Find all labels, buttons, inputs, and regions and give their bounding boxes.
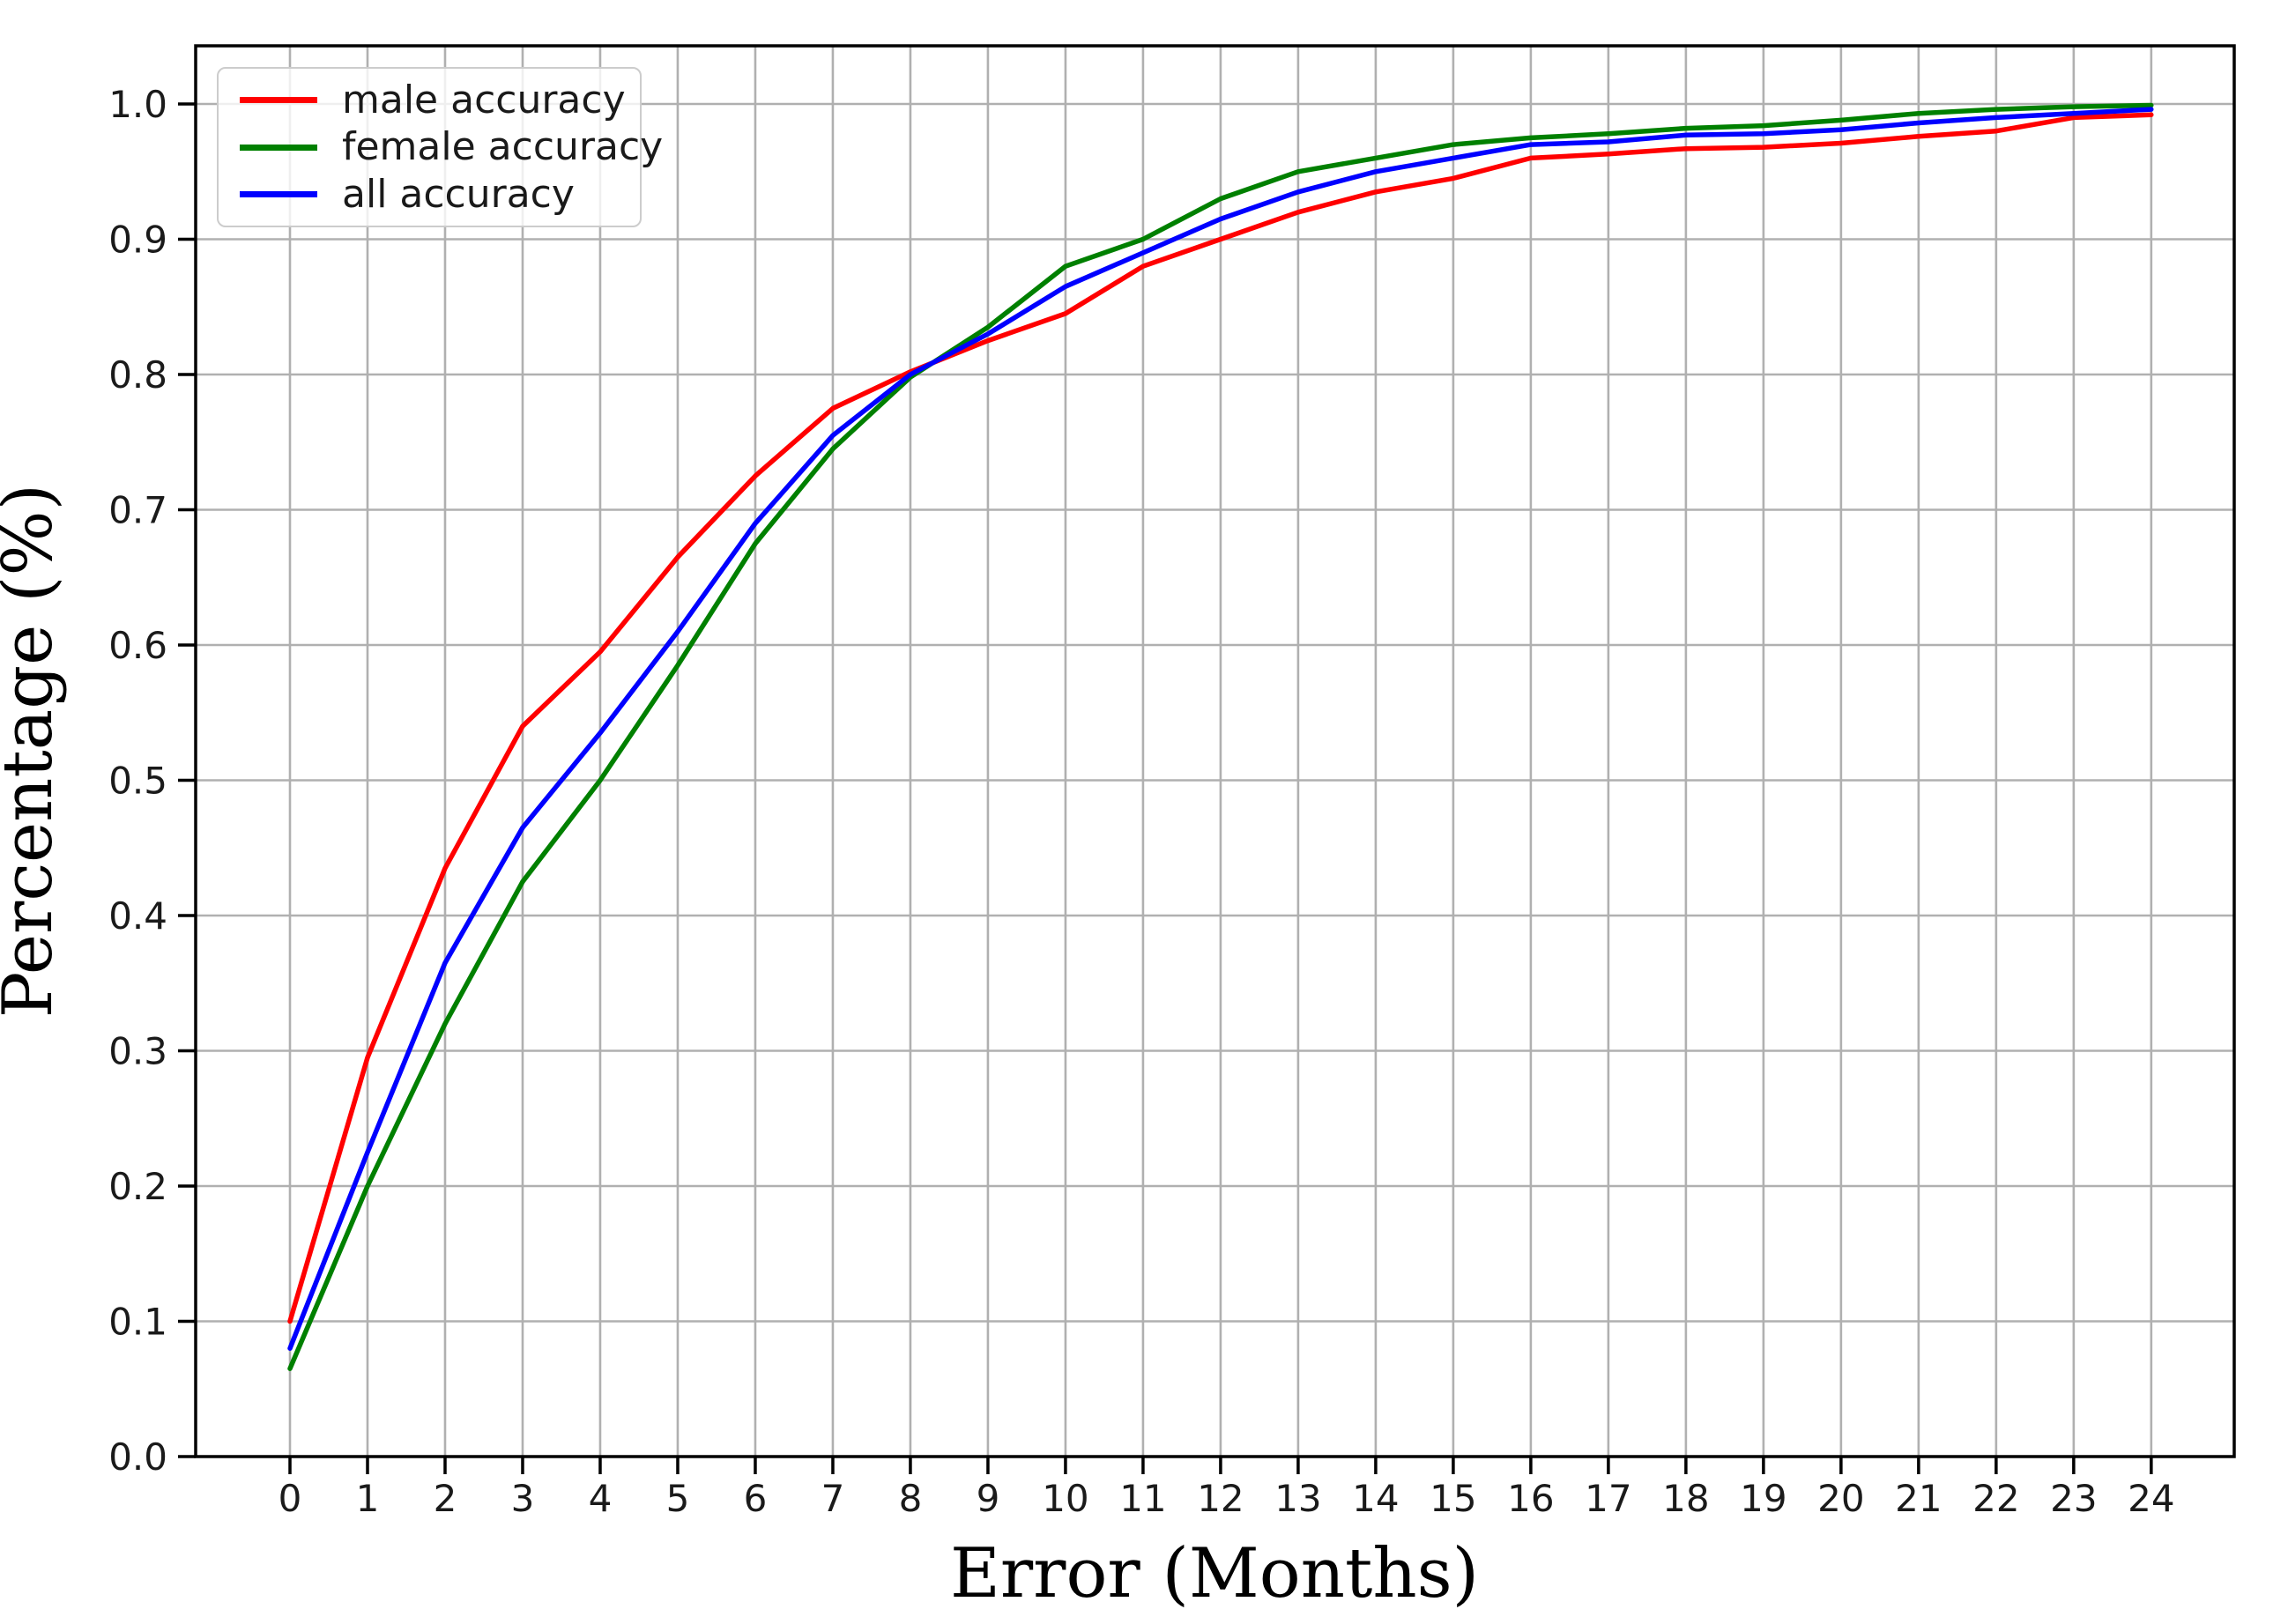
y-tick-label: 0.1 [108, 1301, 167, 1344]
x-tick-label: 8 [899, 1477, 923, 1520]
y-tick-label: 0.2 [108, 1165, 167, 1208]
plot-border [194, 44, 2236, 1458]
y-tick-label: 0.3 [108, 1030, 167, 1073]
legend-item-male-accuracy: male accuracy [227, 77, 631, 122]
x-tick-label: 15 [1430, 1477, 1476, 1520]
x-tick-label: 1 [356, 1477, 380, 1520]
series-line-male-accuracy [287, 112, 2154, 1324]
y-tick-label: 0.6 [108, 624, 167, 667]
series-layer [287, 102, 2154, 1371]
tick-layer: 0 1 2 3 4 5 6 7 8 9 10 11 12 13 14 15 16 17 18 19 20 21 22 23 24… [108, 83, 2174, 1520]
y-tick-label: 0.4 [108, 894, 167, 938]
legend-label: all accuracy [342, 171, 575, 217]
male-accuracy-line-swatch [240, 97, 317, 103]
x-tick-label: 7 [821, 1477, 845, 1520]
legend: male accuracy female accuracy all accura… [217, 67, 663, 227]
x-axis-title: Error (Months) [950, 1534, 1479, 1613]
series-line-all-accuracy [287, 107, 2154, 1351]
x-tick-label: 23 [2050, 1477, 2097, 1520]
y-axis-title: Percentage (%) [0, 484, 68, 1018]
y-tick-label: 0.0 [108, 1435, 167, 1479]
x-tick-label: 12 [1197, 1477, 1244, 1520]
x-tick-label: 19 [1740, 1477, 1786, 1520]
x-tick-label: 4 [589, 1477, 613, 1520]
x-tick-label: 0 [279, 1477, 302, 1520]
female-accuracy-line-swatch [240, 144, 317, 151]
x-tick-label: 6 [744, 1477, 768, 1520]
y-tick-label: 1.0 [108, 83, 167, 126]
x-tick-label: 22 [1972, 1477, 2019, 1520]
x-tick-label: 9 [977, 1477, 1000, 1520]
x-tick-label: 24 [2128, 1477, 2174, 1520]
x-tick-label: 20 [1817, 1477, 1864, 1520]
y-tick-label: 0.7 [108, 489, 167, 532]
y-tick-label: 0.9 [108, 219, 167, 262]
grid-layer [196, 46, 2234, 1458]
x-tick-label: 14 [1352, 1477, 1399, 1520]
x-tick-label: 11 [1119, 1477, 1166, 1520]
x-tick-label: 16 [1507, 1477, 1554, 1520]
series-line-female-accuracy [287, 102, 2154, 1371]
legend-label: female accuracy [342, 124, 664, 169]
x-tick-label: 10 [1042, 1477, 1088, 1520]
x-tick-label: 17 [1585, 1477, 1631, 1520]
x-tick-label: 3 [511, 1477, 535, 1520]
x-tick-label: 5 [666, 1477, 690, 1520]
all-accuracy-line-swatch [240, 191, 317, 197]
x-tick-label: 21 [1895, 1477, 1942, 1520]
legend-item-female-accuracy: female accuracy [227, 128, 663, 167]
legend-item-all-accuracy: all accuracy [227, 171, 631, 217]
y-tick-label: 0.8 [108, 353, 167, 397]
y-tick-label: 0.5 [108, 760, 167, 803]
x-tick-label: 2 [434, 1477, 457, 1520]
x-tick-label: 18 [1662, 1477, 1709, 1520]
legend-label: male accuracy [342, 77, 626, 122]
x-tick-label: 13 [1274, 1477, 1321, 1520]
